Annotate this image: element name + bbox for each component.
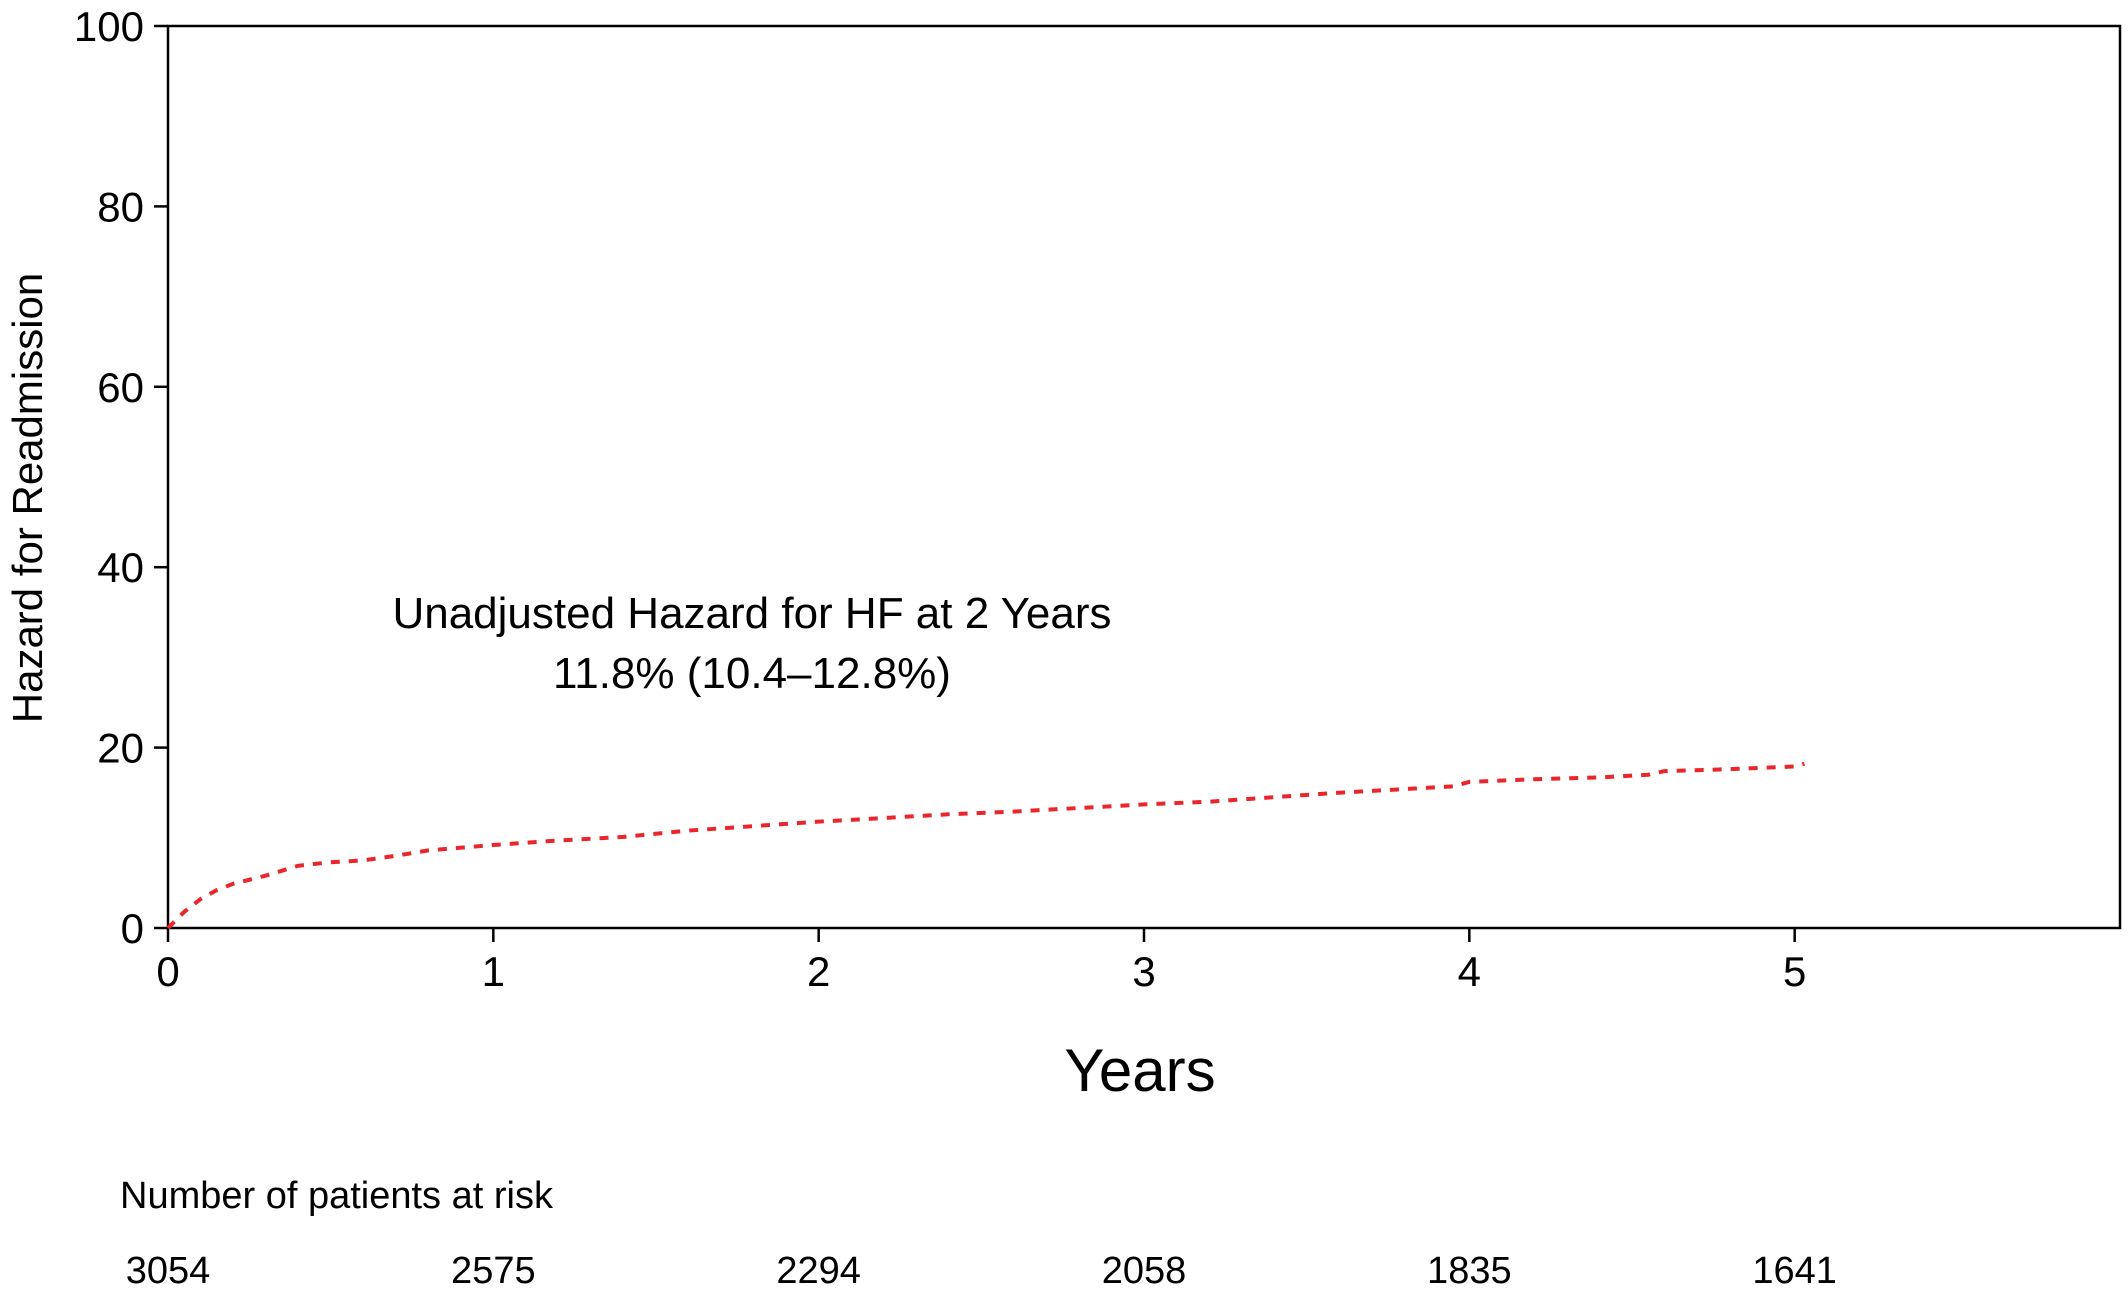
x-tick-label: 5 — [1783, 948, 1806, 995]
series-group — [166, 761, 1805, 930]
hazard-chart: 0 20 40 60 80 100 0 1 2 3 4 5 Hazard for Readmissi… — [4, 3, 2122, 1104]
hazard-curve — [166, 761, 1805, 930]
x-axis-label: Years — [1064, 1037, 1215, 1104]
y-tick-label: 80 — [97, 183, 144, 230]
x-axis-ticks: 0 1 2 3 4 5 — [156, 928, 1806, 995]
risk-value: 2575 — [451, 1250, 536, 1292]
risk-table-title: Number of patients at risk — [120, 1175, 553, 1217]
risk-value: 2294 — [776, 1250, 861, 1292]
x-tick-label: 4 — [1458, 948, 1481, 995]
risk-value: 3054 — [125, 1250, 211, 1292]
y-tick-label: 20 — [97, 725, 144, 772]
plot-frame — [166, 24, 2122, 930]
y-tick-label: 60 — [97, 364, 144, 411]
annotation-line-2: 11.8% (10.4–12.8%) — [553, 649, 951, 698]
x-tick-label: 0 — [156, 948, 179, 995]
y-tick-label: 40 — [97, 544, 144, 591]
axes — [166, 24, 2122, 930]
annotation-line-1: Unadjusted Hazard for HF at 2 Years — [392, 589, 1111, 638]
y-tick-label: 0 — [121, 905, 144, 952]
risk-value: 1641 — [1752, 1250, 1837, 1292]
risk-value: 2058 — [1101, 1250, 1187, 1292]
x-tick-label: 3 — [1132, 948, 1155, 995]
y-axis-ticks: 0 20 40 60 80 100 — [74, 3, 168, 952]
x-tick-label: 1 — [482, 948, 505, 995]
y-axis-label: Hazard for Readmission — [4, 273, 51, 724]
risk-value: 1835 — [1427, 1250, 1512, 1292]
x-tick-label: 2 — [807, 948, 830, 995]
y-tick-label: 100 — [74, 3, 144, 50]
